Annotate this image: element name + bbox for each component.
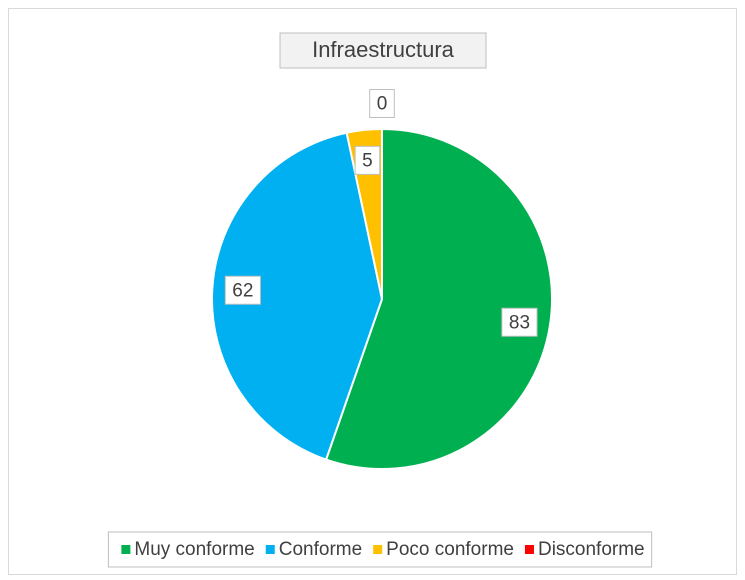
data-label: 83 — [509, 312, 530, 333]
legend: Muy conforme Conforme Poco conforme Disconf… — [121, 539, 645, 560]
data-label: 62 — [232, 280, 253, 301]
data-label-box — [501, 307, 538, 337]
data-label-box — [354, 145, 381, 175]
data-label-box — [369, 89, 395, 118]
data-label: 0 — [377, 94, 388, 115]
data-label: 5 — [362, 150, 373, 171]
legend-label: Poco conforme — [386, 539, 514, 560]
legend-swatch — [121, 545, 131, 554]
data-label-box — [224, 275, 261, 305]
legend-label: Disconforme — [538, 539, 645, 560]
title-box — [279, 32, 487, 69]
pie-slice — [211, 131, 384, 461]
legend-swatch — [265, 545, 275, 554]
legend-label: Muy conforme — [134, 539, 254, 560]
legend-swatch — [373, 545, 383, 554]
chart-title: Infraestructura — [312, 37, 455, 62]
legend-label: Conforme — [279, 539, 362, 560]
legend-swatch — [524, 545, 534, 554]
